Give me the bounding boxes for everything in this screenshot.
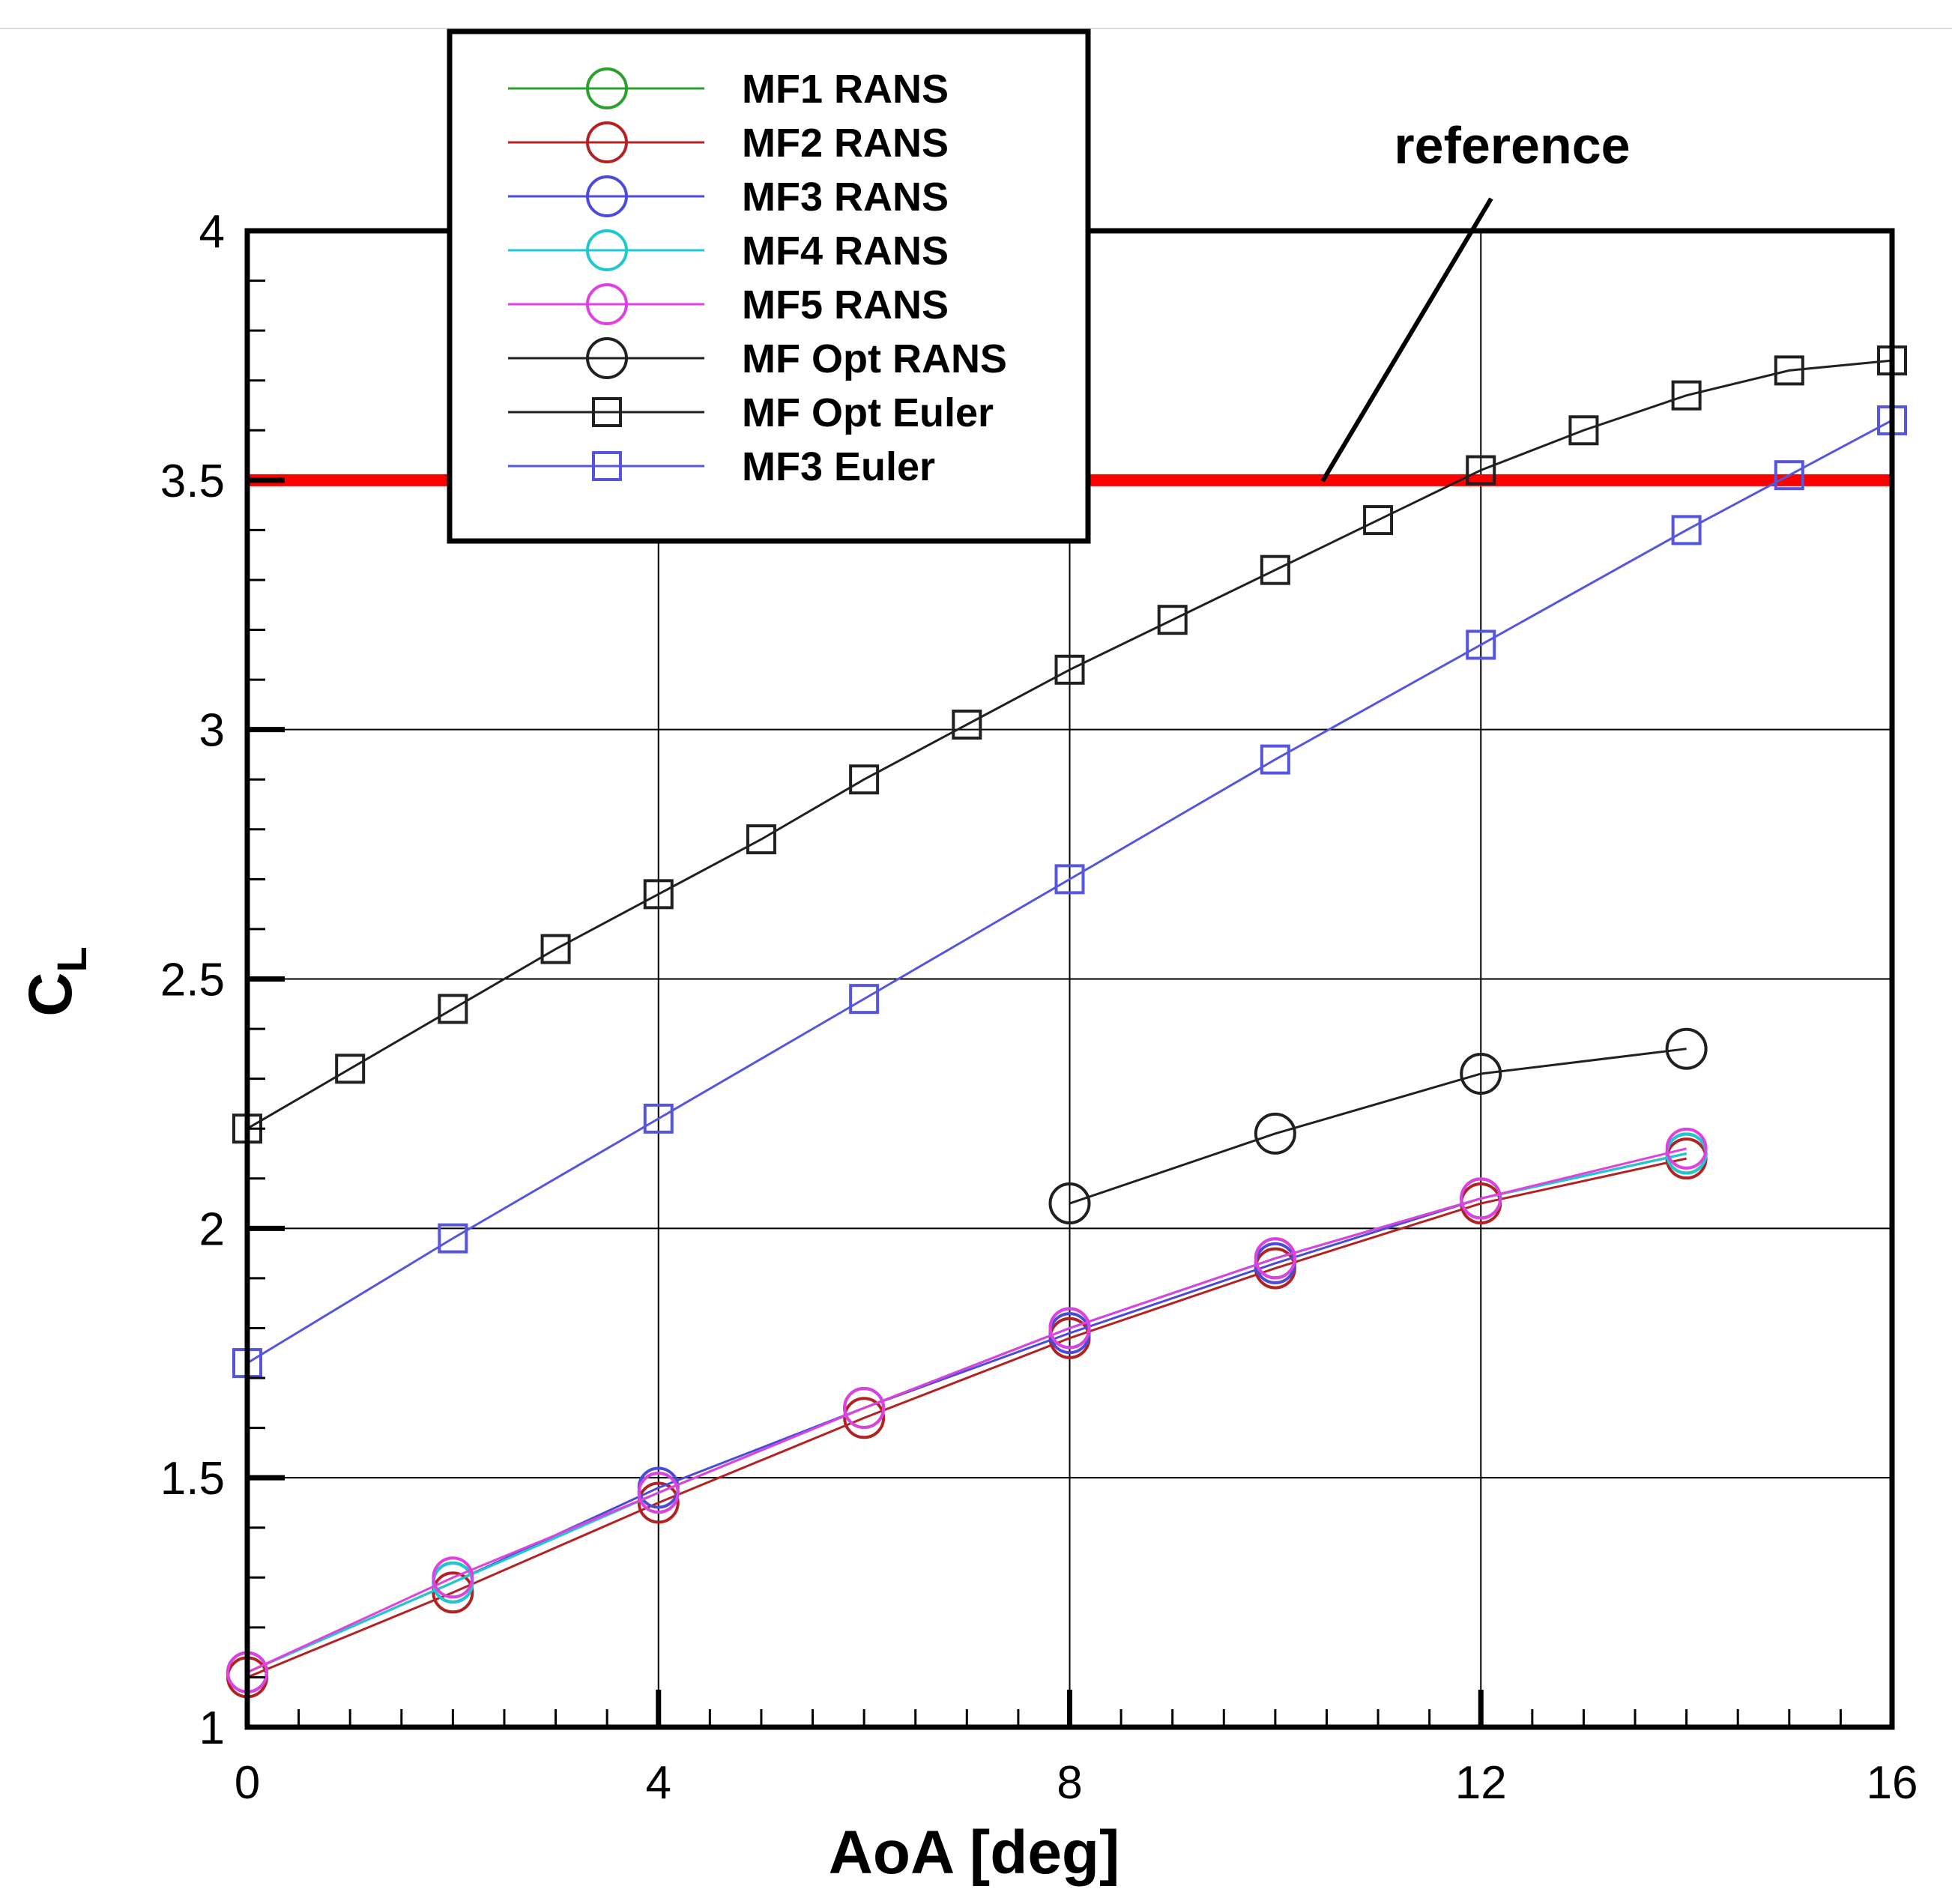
data-point-mf-opt-euler [1054, 654, 1085, 685]
data-point-mf-opt-euler [438, 994, 468, 1024]
data-point-mf3-euler [1466, 629, 1496, 660]
series-mf-opt-rans [1048, 1027, 1708, 1225]
legend-label: MF4 RANS [742, 229, 949, 273]
x-tick-label: 16 [1867, 1757, 1918, 1809]
data-point-mf3-euler [643, 1103, 674, 1134]
data-point-mf-opt-euler [1363, 505, 1394, 536]
data-point-mf5-rans [843, 1386, 886, 1429]
data-point-mf-opt-euler [1466, 455, 1496, 486]
legend: MF1 RANS MF2 RANS MF3 RANS MF4 RANS MF5 RANS… [447, 28, 1091, 544]
legend-entry-mf1-rans: MF1 RANS [508, 67, 949, 112]
legend-label: MF2 RANS [742, 121, 949, 166]
data-point-mf3-euler [438, 1223, 468, 1254]
svg-text:CL: CL [16, 946, 95, 1016]
legend-box [447, 28, 1091, 544]
data-point-mf-opt-euler [643, 879, 674, 910]
legend-marker [592, 451, 622, 481]
reference-annotation-leader [1320, 197, 1493, 483]
data-point-mf3-euler [1774, 460, 1804, 491]
data-point-mf-opt-rans [1665, 1027, 1708, 1070]
legend-entry-mf2-rans: MF2 RANS [508, 121, 949, 166]
tick-marks [244, 228, 1895, 1730]
legend-label: MF Opt Euler [742, 390, 994, 435]
series-mf-opt-euler [232, 345, 1907, 1144]
legend-label: MF5 RANS [742, 282, 949, 327]
data-point-mf-opt-euler [952, 710, 982, 740]
x-axis-title: AoA [deg] [829, 1819, 1120, 1887]
data-point-mf5-rans [1665, 1127, 1708, 1170]
legend-marker [586, 175, 628, 217]
data-point-mf-opt-euler [540, 934, 571, 964]
data-point-mf3-euler [849, 984, 880, 1015]
y-tick-label: 2.5 [160, 955, 225, 1006]
legend-entry-mf-opt-euler: MF Opt Euler [508, 390, 994, 435]
data-point-mf-opt-euler [1568, 415, 1599, 446]
data-point-mf2-rans [637, 1481, 680, 1524]
x-tick-label: 12 [1455, 1757, 1507, 1809]
data-point-mf-opt-euler [746, 824, 776, 855]
y-tick-label: 2 [199, 1203, 225, 1255]
legend-label: MF3 Euler [742, 444, 935, 489]
data-point-mf5-rans [1048, 1307, 1091, 1350]
legend-label: MF Opt RANS [742, 336, 1007, 381]
data-point-mf-opt-euler [1260, 554, 1290, 585]
data-point-mf2-rans [843, 1397, 886, 1439]
legend-entry-mf4-rans: MF4 RANS [508, 229, 949, 273]
data-point-mf-opt-rans [1048, 1182, 1091, 1225]
legend-marker [586, 337, 628, 379]
data-point-mf5-rans [1254, 1237, 1296, 1280]
data-point-mf5-rans [432, 1556, 474, 1599]
legend-entry-mf3-rans: MF3 RANS [508, 175, 949, 220]
data-point-mf5-rans [1460, 1177, 1502, 1220]
series-layer [226, 345, 1907, 1699]
y-axis-title: CL [16, 946, 95, 1016]
data-point-mf3-euler [1054, 864, 1085, 895]
series-line-mf3-euler [247, 419, 1893, 1364]
legend-marker [586, 67, 628, 109]
data-point-mf-opt-euler [1774, 355, 1804, 386]
series-line-mf-opt-euler [247, 359, 1893, 1130]
legend-marker [586, 229, 628, 271]
series-mf5-rans [226, 1127, 1708, 1693]
x-tick-label: 0 [235, 1757, 260, 1809]
y-tick-label: 1.5 [160, 1453, 225, 1505]
data-point-mf-opt-rans [1254, 1112, 1296, 1155]
data-point-mf-opt-euler [1157, 605, 1188, 635]
legend-marker [586, 121, 628, 163]
data-point-mf5-rans [637, 1472, 680, 1514]
legend-label: MF3 RANS [742, 175, 949, 220]
x-tick-label: 8 [1057, 1757, 1082, 1809]
series-line-mf-opt-rans [1069, 1048, 1687, 1205]
y-tick-label: 3 [199, 705, 225, 757]
y-axis-title-sub: L [48, 946, 95, 972]
y-tick-label: 1 [199, 1702, 225, 1754]
tick-labels: 0 4 8 12 16 1 1.5 2 2.5 3 3.5 4 [160, 206, 1918, 1809]
y-tick-label: 4 [199, 206, 225, 258]
data-point-mf-opt-euler [849, 764, 880, 795]
data-point-mf-opt-euler [335, 1054, 366, 1084]
legend-entry-mf5-rans: MF5 RANS [508, 282, 949, 327]
legend-entry-mf3-euler: MF3 Euler [508, 444, 935, 489]
series-line-mf5-rans [247, 1147, 1687, 1674]
x-tick-label: 4 [646, 1757, 671, 1809]
series-line-mf2-rans [247, 1157, 1687, 1678]
data-point-mf3-euler [1260, 744, 1290, 775]
reference-annotation: reference [1394, 116, 1630, 175]
legend-marker [586, 283, 628, 325]
data-point-mf2-rans [432, 1571, 474, 1614]
y-axis-title-main: C [16, 973, 85, 1017]
legend-label: MF1 RANS [742, 67, 949, 112]
legend-marker [592, 397, 622, 427]
data-point-mf-opt-euler [1671, 380, 1702, 411]
legend-entry-mf-opt-rans: MF Opt RANS [508, 336, 1007, 381]
y-tick-label: 3.5 [160, 456, 225, 507]
data-point-mf3-euler [1671, 515, 1702, 545]
data-point-mf-opt-rans [1460, 1052, 1502, 1095]
